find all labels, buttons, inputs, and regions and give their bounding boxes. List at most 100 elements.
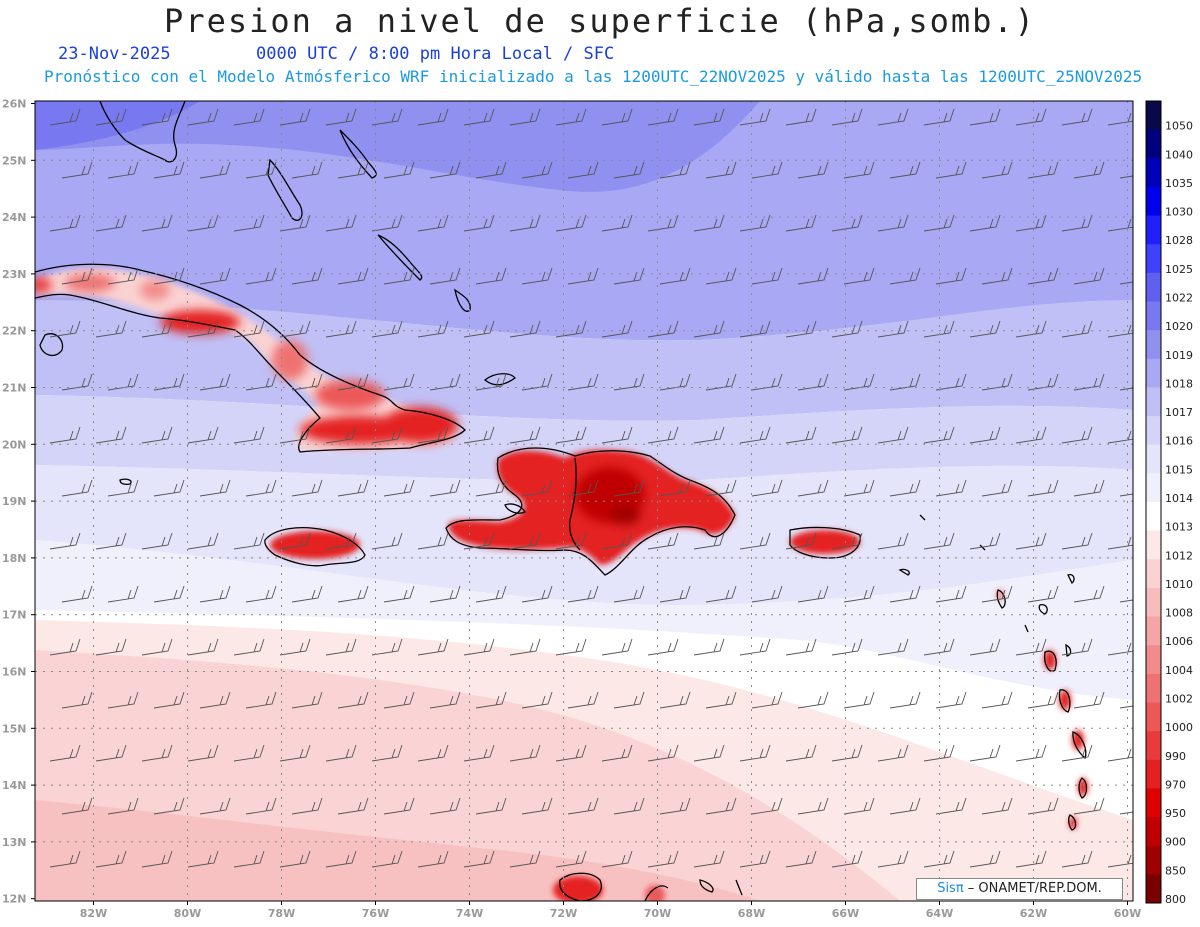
wind-barb [613,691,645,709]
wind-barb [233,320,265,338]
wind-barb [475,267,507,285]
wind-barb [279,108,311,126]
wind-barb [371,744,403,762]
wind-barb [371,850,403,868]
wind-barb [1061,532,1093,550]
wind-barb [187,108,219,126]
wind-barb [417,638,449,656]
wind-barb [981,161,1013,179]
wind-barb [1119,599,1133,603]
wind-barb [153,373,185,391]
colorbar-swatch-1002 [1146,673,1161,703]
lon-label-72W: 72W [550,907,577,920]
wind-barb [1061,214,1093,232]
wind-barb [337,585,369,603]
wind-barb [831,214,863,232]
wind-barb [751,585,783,603]
wind-barb [521,797,553,815]
lon-label-82W: 82W [80,907,107,920]
wind-barb [555,850,587,868]
wind-barb [1119,811,1133,815]
wind-barb [463,850,495,868]
wind-barb [95,744,127,762]
wind-barb [659,161,691,179]
wind-barb [153,797,185,815]
wind-barb [291,479,323,497]
wind-barb [751,267,783,285]
wind-barb [417,532,449,550]
wind-barb [935,373,967,391]
lon-label-66W: 66W [832,907,859,920]
colorbar-swatch-1015 [1146,444,1161,474]
colorbar-label-1010: 1010 [1165,578,1193,591]
wind-barb [877,850,909,868]
wind-barb [693,744,725,762]
wind-barb [613,797,645,815]
wind-barb [647,108,679,126]
pressure-field [35,101,1133,901]
wind-barb [1107,854,1133,868]
wind-barb [647,850,679,868]
lon-label-60W: 60W [1114,907,1141,920]
wind-barb [521,161,553,179]
colorbar-swatch-850 [1146,845,1161,875]
wind-barb [831,744,863,762]
wind-barb [509,638,541,656]
wind-barb [233,108,265,126]
wind-barb [555,744,587,762]
wind-barb [429,585,461,603]
colorbar-label-1012: 1012 [1165,549,1193,562]
forecast-date: 23-Nov-2025 [58,44,171,64]
wind-barb [1073,691,1105,709]
wind-barb [1061,850,1093,868]
wind-barb [233,744,265,762]
wind-barb [785,850,817,868]
wind-barb [475,585,507,603]
lon-label-74W: 74W [456,907,483,920]
wind-barb [1107,324,1133,338]
wind-barb [95,638,127,656]
colorbar-swatch-1025 [1146,244,1161,274]
wind-barb [981,691,1013,709]
colorbar-swatch-900 [1146,817,1161,847]
wind-barb [233,850,265,868]
colorbar-label-1019: 1019 [1165,349,1193,362]
colorbar-swatch-1000 [1146,702,1161,732]
wind-barb [935,161,967,179]
wind-barb [325,744,357,762]
wind-barb [1061,320,1093,338]
wind-barb [1073,585,1105,603]
wind-barb [613,479,645,497]
wind-barb [95,532,127,550]
wind-barb [463,214,495,232]
wind-barb [383,585,415,603]
wind-barb [601,320,633,338]
wind-barb [245,161,277,179]
lon-label-68W: 68W [738,907,765,920]
wind-barb [1015,744,1047,762]
wind-barb [463,426,495,444]
wind-barb [107,373,139,391]
colorbar-swatch-1010 [1146,559,1161,589]
wind-barb [877,532,909,550]
wind-barb [383,161,415,179]
wind-barb [751,797,783,815]
wind-barb [187,320,219,338]
wind-barb [705,479,737,497]
colorbar-label-990: 990 [1165,750,1186,763]
wind-barb [843,479,875,497]
wind-barb [279,214,311,232]
wind-barb [601,850,633,868]
wind-barb [751,691,783,709]
wind-barb [291,161,323,179]
wind-barb [935,479,967,497]
wind-barb [831,850,863,868]
wind-barb [245,691,277,709]
wind-barb [969,426,1001,444]
wind-barb [843,161,875,179]
wind-barb [785,638,817,656]
wind-barb [567,479,599,497]
wind-barb [923,532,955,550]
wind-barb [969,850,1001,868]
wind-barb [797,585,829,603]
